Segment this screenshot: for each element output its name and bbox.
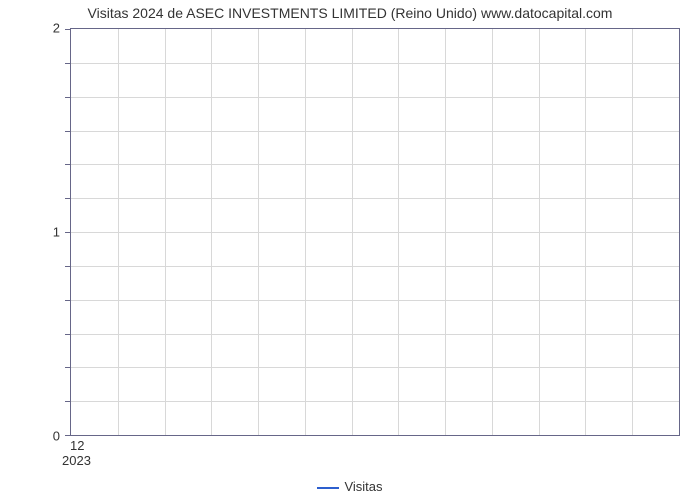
x-tick-label-year: 2023 bbox=[62, 453, 91, 468]
y-tick-label-2: 2 bbox=[53, 21, 60, 36]
x-tick-label-month: 12 bbox=[70, 438, 84, 453]
plot-area bbox=[70, 28, 680, 436]
y-tick-label-1: 1 bbox=[53, 225, 60, 240]
chart-container: Visitas 2024 de ASEC INVESTMENTS LIMITED… bbox=[0, 0, 700, 500]
legend-label: Visitas bbox=[344, 479, 382, 494]
chart-title: Visitas 2024 de ASEC INVESTMENTS LIMITED… bbox=[0, 5, 700, 21]
legend: Visitas bbox=[0, 479, 700, 494]
y-tick-label-0: 0 bbox=[53, 429, 60, 444]
legend-line-icon bbox=[317, 487, 339, 489]
